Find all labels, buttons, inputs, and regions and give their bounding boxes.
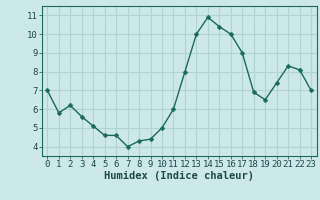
X-axis label: Humidex (Indice chaleur): Humidex (Indice chaleur) <box>104 171 254 181</box>
